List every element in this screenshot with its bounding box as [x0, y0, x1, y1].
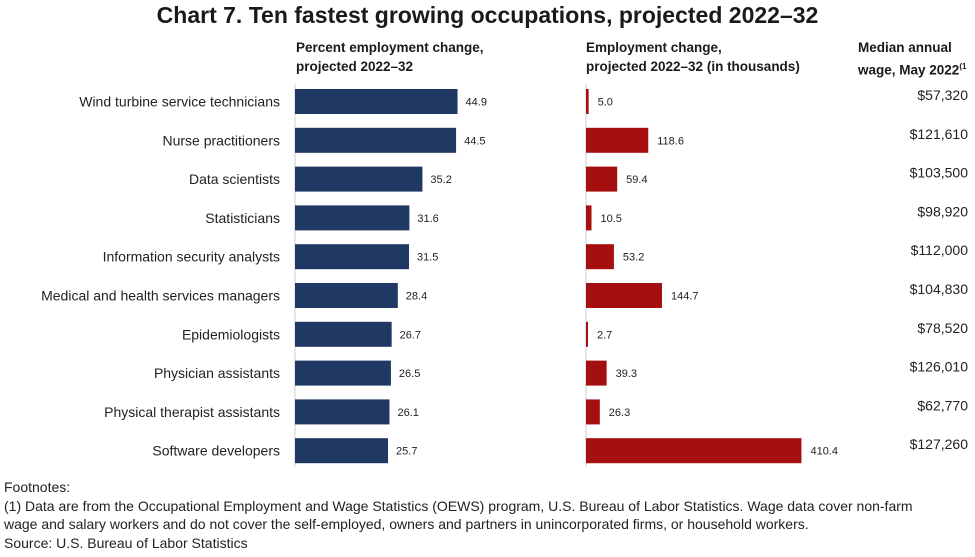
percent-bar	[295, 167, 422, 192]
employment-bar	[586, 167, 617, 192]
percent-value-label: 26.7	[400, 329, 421, 341]
footnote-1-line1: (1) Data are from the Occupational Emplo…	[4, 497, 974, 516]
occupation-label: Information security analysts	[103, 249, 280, 265]
employment-value-label: 144.7	[671, 291, 699, 303]
employment-bar	[586, 283, 662, 308]
employment-bar	[586, 128, 648, 153]
occupation-label: Nurse practitioners	[163, 132, 281, 148]
employment-value-label: 39.3	[616, 368, 637, 380]
employment-value-label: 5.0	[598, 97, 613, 109]
chart-footer: Footnotes: (1) Data are from the Occupat…	[4, 478, 974, 552]
wage-value-label: $98,920	[917, 203, 968, 219]
footnote-1-line2: wage and salary workers and do not cover…	[4, 515, 974, 534]
percent-bar	[295, 244, 409, 269]
employment-value-label: 59.4	[626, 174, 647, 186]
wage-value-label: $127,260	[910, 436, 969, 452]
employment-bar	[586, 399, 600, 424]
wage-value-label: $78,520	[917, 320, 968, 336]
employment-value-label: 53.2	[623, 252, 644, 264]
wage-value-label: $126,010	[910, 359, 969, 375]
employment-bar	[586, 244, 614, 269]
employment-bar	[586, 205, 592, 230]
percent-bar	[295, 128, 456, 153]
wage-value-label: $121,610	[910, 126, 969, 142]
wage-value-label: $62,770	[917, 397, 968, 413]
occupation-label: Physician assistants	[154, 365, 280, 381]
occupation-label: Physical therapist assistants	[104, 404, 280, 420]
occupation-label: Medical and health services managers	[41, 288, 280, 304]
percent-bar	[295, 438, 388, 463]
employment-value-label: 118.6	[657, 135, 684, 147]
wage-value-label: $112,000	[911, 242, 969, 258]
percent-value-label: 44.5	[464, 135, 485, 147]
percent-bar	[295, 205, 409, 230]
percent-value-label: 35.2	[430, 174, 451, 186]
wage-value-label: $103,500	[910, 165, 969, 181]
percent-value-label: 44.9	[466, 97, 487, 109]
occupation-label: Software developers	[152, 443, 280, 459]
percent-value-label: 26.1	[397, 407, 418, 419]
wage-value-label: $57,320	[917, 87, 968, 103]
employment-bar	[586, 438, 801, 463]
wage-value-label: $104,830	[910, 281, 969, 297]
employment-value-label: 2.7	[597, 329, 612, 341]
occupation-label: Epidemiologists	[182, 326, 280, 342]
footnotes-heading: Footnotes:	[4, 478, 974, 497]
percent-bar	[295, 399, 389, 424]
chart-plot: Wind turbine service technicians 44.9 5.0 $…	[0, 0, 975, 470]
occupation-label: Wind turbine service technicians	[79, 94, 280, 110]
employment-value-label: 410.4	[810, 446, 838, 458]
percent-value-label: 26.5	[399, 368, 420, 380]
percent-bar	[295, 283, 398, 308]
percent-bar	[295, 89, 458, 114]
percent-value-label: 28.4	[406, 291, 427, 303]
employment-value-label: 26.3	[609, 407, 630, 419]
occupation-label: Statisticians	[205, 210, 280, 226]
percent-value-label: 31.6	[417, 213, 438, 225]
employment-bar	[586, 89, 589, 114]
percent-bar	[295, 361, 391, 386]
occupation-label: Data scientists	[189, 171, 280, 187]
percent-value-label: 25.7	[396, 446, 417, 458]
percent-bar	[295, 322, 392, 347]
employment-bar	[586, 322, 588, 347]
source-note: Source: U.S. Bureau of Labor Statistics	[4, 534, 974, 553]
employment-bar	[586, 361, 607, 386]
percent-value-label: 31.5	[417, 252, 438, 264]
employment-value-label: 10.5	[601, 213, 622, 225]
